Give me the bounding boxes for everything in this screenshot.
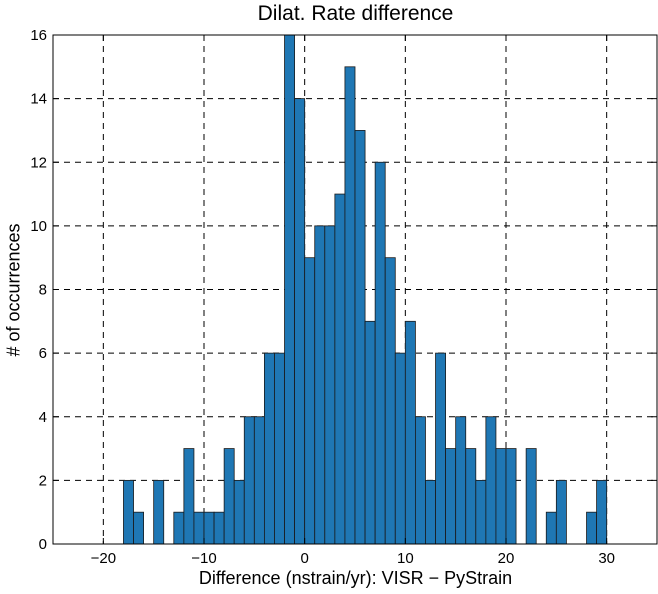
histogram-bar bbox=[364, 320, 376, 545]
histogram-bar bbox=[475, 479, 487, 545]
histogram-bar bbox=[435, 352, 446, 545]
histogram-bar bbox=[324, 225, 336, 545]
y-tick-label: 10 bbox=[30, 218, 47, 235]
histogram-bar bbox=[374, 161, 386, 545]
histogram-bar bbox=[596, 479, 608, 545]
histogram-bar bbox=[495, 448, 507, 545]
axis-ticks bbox=[53, 34, 657, 545]
histogram-bar bbox=[284, 34, 295, 545]
y-tick-label: 6 bbox=[39, 345, 47, 362]
y-tick-label: 8 bbox=[39, 282, 47, 299]
histogram-bar bbox=[465, 448, 477, 545]
histogram-bar bbox=[233, 479, 245, 545]
histogram-bar bbox=[253, 416, 265, 545]
histogram-bar bbox=[455, 416, 467, 545]
histogram-bar bbox=[263, 352, 275, 545]
histogram-bar bbox=[545, 511, 557, 545]
histogram-bar bbox=[414, 416, 426, 545]
histogram-bar bbox=[304, 257, 316, 545]
histogram-bar bbox=[485, 416, 497, 545]
histogram-bar bbox=[153, 479, 165, 545]
y-tick-label: 2 bbox=[39, 472, 47, 489]
histogram-bar bbox=[344, 66, 356, 545]
histogram-bar bbox=[555, 479, 567, 545]
histogram-bar bbox=[294, 98, 306, 545]
histogram-bar bbox=[243, 416, 255, 545]
x-tick-label: 0 bbox=[300, 550, 308, 567]
histogram-bar bbox=[354, 130, 366, 545]
histogram-bar bbox=[193, 511, 205, 545]
y-tick-label: 16 bbox=[30, 27, 47, 44]
histogram-bar bbox=[203, 511, 215, 545]
y-tick-label: 14 bbox=[30, 91, 47, 108]
histogram-bar bbox=[213, 511, 225, 545]
histogram-bar bbox=[404, 320, 416, 545]
histogram-bar bbox=[334, 193, 346, 545]
chart-title: Dilat. Rate difference bbox=[257, 2, 454, 25]
histogram-bar bbox=[505, 448, 517, 545]
y-axis-label: # of occurrences bbox=[3, 223, 24, 357]
histogram-bar bbox=[425, 479, 436, 545]
x-tick-label: 10 bbox=[397, 550, 414, 567]
y-tick-label: 4 bbox=[39, 409, 47, 426]
histogram-bar bbox=[223, 448, 235, 545]
y-tick-label: 12 bbox=[30, 154, 47, 171]
histogram-bars bbox=[123, 34, 608, 545]
histogram-bar bbox=[384, 257, 396, 545]
histogram-bar bbox=[133, 511, 145, 545]
histogram-bar bbox=[394, 352, 406, 545]
histogram-bar bbox=[274, 352, 285, 545]
histogram-bar bbox=[314, 225, 326, 545]
histogram-bar bbox=[173, 511, 185, 545]
x-tick-label: −10 bbox=[191, 550, 216, 567]
y-tick-label: 0 bbox=[39, 536, 47, 553]
x-tick-label: −20 bbox=[91, 550, 116, 567]
x-tick-label: 20 bbox=[498, 550, 515, 567]
histogram-bar bbox=[525, 448, 537, 545]
histogram-bar bbox=[586, 511, 597, 545]
histogram-bar bbox=[123, 479, 134, 545]
histogram-bar bbox=[183, 448, 195, 545]
tick-labels: −20 −10 0 10 20 30 0 2 4 6 8 10 12 14 16 bbox=[30, 27, 615, 567]
histogram-bar bbox=[445, 448, 457, 545]
x-axis-label: Difference (nstrain/yr): VISR − PyStrain bbox=[198, 568, 513, 588]
x-tick-label: 30 bbox=[598, 550, 615, 567]
